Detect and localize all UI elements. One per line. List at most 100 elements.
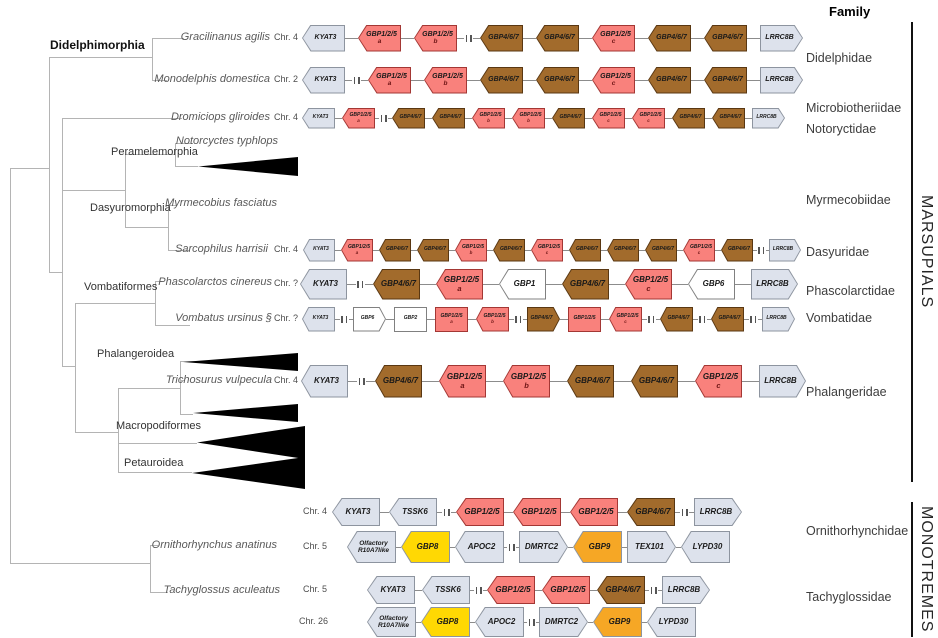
gene-block-gbp9: GBP9 <box>593 607 642 637</box>
gene-block-tex101: TEX101 <box>627 531 676 563</box>
gene-block-lypd30: LYPD30 <box>681 531 730 563</box>
clade-label: Dasyuromorphia <box>90 202 171 214</box>
gene-block-kyat3: KYAT3 <box>332 498 380 526</box>
clade-label: Phalangeroidea <box>97 348 175 360</box>
gene-connector-line <box>523 79 536 81</box>
gene-connector-line <box>745 117 752 119</box>
synteny-row: KYAT3 GBP4/6/7 GBP1/2/5 a GBP1/2/5 b GBP4/6/7 G… <box>301 364 806 398</box>
gene-label: GBP1/2/5 <box>573 315 596 322</box>
gene-block-gbp4-6-7: GBP4/6/7 <box>645 238 677 262</box>
gene-connector-line <box>677 249 683 251</box>
gene-block-gbp1-2-5: GBP1/2/5 a <box>358 24 401 52</box>
gene-connector-line <box>335 117 342 119</box>
gene-label: GBP4/6/7 <box>605 584 641 594</box>
gene-label: LYPD30 <box>692 541 723 551</box>
gene-block-lrrc8b: LRRC8B <box>759 364 806 398</box>
gene-block-gbp4-6-7: GBP4/6/7 <box>660 306 693 332</box>
gene-label: GBP1/2/5 <box>519 112 542 118</box>
gene-label: GBP1/2/5 <box>366 30 397 38</box>
gene-block-gbp4-6-7: GBP4/6/7 <box>569 238 601 262</box>
chromosome-label: Chr. 5 <box>302 541 327 551</box>
gene-subscript: b <box>527 117 530 123</box>
gene-block-gbp4-6-7: GBP4/6/7 <box>648 24 691 52</box>
gene-block-gbp8: GBP8 <box>401 531 450 563</box>
family-label: Microbiotheriidae <box>806 101 902 115</box>
gene-block-kyat3: KYAT3 <box>300 268 347 300</box>
gene-connector-line <box>618 511 627 513</box>
chromosome-label: Chr. 4 <box>273 375 298 385</box>
gene-label: GBP9 <box>608 616 631 626</box>
gene-subscript: c <box>611 37 616 45</box>
gene-connector-line <box>345 37 358 39</box>
collapsed-clade-triangle <box>197 426 305 459</box>
tree-branch-line <box>75 303 155 304</box>
gene-label: GBP4/6/7 <box>399 114 422 121</box>
collapsed-clade-triangle <box>193 404 298 422</box>
gene-label: GBP6 <box>702 278 725 288</box>
gene-connector-line <box>550 380 567 382</box>
gene-block-gbp4-6-7: GBP4/6/7 <box>607 238 639 262</box>
gene-label: LRRC8B <box>765 34 794 42</box>
gene-block-gbp4-6-7: GBP4/6/7 <box>672 107 705 129</box>
gene-block-gbp4-6-7: GBP4/6/7 <box>392 107 425 129</box>
clade-label: Peramelemorphia <box>111 146 198 158</box>
gene-connector-line <box>590 589 597 591</box>
gene-block-lrrc8b: LRRC8B <box>752 107 785 129</box>
gene-connector-line <box>635 79 648 81</box>
gene-connector-line <box>470 621 475 623</box>
gene-label: GBP1/2/5 <box>550 584 586 594</box>
gene-label: LYPD30 <box>658 616 689 626</box>
assembly-gap-break <box>335 315 353 324</box>
gene-label: KYAT3 <box>314 76 337 84</box>
gene-block-kyat3: KYAT3 <box>302 306 335 332</box>
gene-subscript: b <box>491 318 494 324</box>
gene-label: TSSK6 <box>402 506 428 516</box>
gene-block-gbp1-2-5: GBP1/2/5 <box>513 498 561 526</box>
gene-block-gbp4-6-7: GBP4/6/7 <box>432 107 465 129</box>
gene-label: KYAT3 <box>312 278 339 288</box>
assembly-gap-break <box>457 34 480 43</box>
gene-block-kyat3: KYAT3 <box>303 238 335 262</box>
gene-block-lrrc8b: LRRC8B <box>762 306 795 332</box>
gene-connector-line <box>560 318 568 320</box>
gene-connector-line <box>563 249 569 251</box>
gene-connector-line <box>705 117 712 119</box>
gene-connector-line <box>747 79 760 81</box>
gene-label: GBP1/2/5 <box>600 30 631 38</box>
tree-branch-line <box>62 366 75 367</box>
synteny-row: KYAT3 TSSK6 GBP1/2/5 GBP1/2/5 GBP1/2/5 GBP4/6… <box>332 498 742 526</box>
gene-subscript: a <box>355 249 359 255</box>
gene-block-gbp4-6-7: GBP4/6/7 <box>704 66 747 94</box>
gene-block-gbp4-6-7: GBP4/6/7 <box>704 24 747 52</box>
gene-label: LRRC8B <box>765 76 794 84</box>
tree-branch-line <box>118 443 197 444</box>
group-bracket-line <box>911 22 913 482</box>
tree-branch-line <box>125 154 126 227</box>
gene-block-tssk6: TSSK6 <box>422 576 470 604</box>
family-label: Myrmecobiidae <box>806 193 891 207</box>
gene-block-gbp4-6-7: GBP4/6/7 <box>648 66 691 94</box>
gene-label: TSSK6 <box>435 584 461 594</box>
tree-branch-line <box>62 190 125 191</box>
gene-block-gbp4-6-7: GBP4/6/7 <box>379 238 411 262</box>
gene-block-gbp4-6-7: GBP4/6/7 <box>480 66 523 94</box>
gene-connector-line <box>487 249 493 251</box>
gene-block-gbp1-2-5: GBP1/2/5 c <box>609 306 642 332</box>
gene-block-lrrc8b: LRRC8B <box>694 498 742 526</box>
gene-block-gbp1-2-5: GBP1/2/5 <box>487 576 535 604</box>
synteny-row: KYAT3 GBP1/2/5 a GBP1/2/5 b GBP4/6/7 GBP4/6/7 G… <box>302 66 803 94</box>
chromosome-label: Chr. 26 <box>298 616 328 626</box>
assembly-gap-break <box>504 543 519 552</box>
gene-connector-line <box>416 621 421 623</box>
chromosome-label: Chr. 4 <box>273 112 298 122</box>
assembly-gap-break <box>675 508 694 517</box>
gene-label: GBP4/6/7 <box>544 76 575 84</box>
gene-label: GBP1/2/5 <box>348 244 370 250</box>
gene-label: GBP4/6/7 <box>544 34 575 42</box>
gene-subscript: b <box>433 37 438 45</box>
gene-label: GBP1/2/5 <box>521 506 557 516</box>
tree-branch-line <box>49 57 50 272</box>
gene-label: DMRTC2 <box>524 541 559 551</box>
gene-label: GBP4/6/7 <box>386 246 408 253</box>
